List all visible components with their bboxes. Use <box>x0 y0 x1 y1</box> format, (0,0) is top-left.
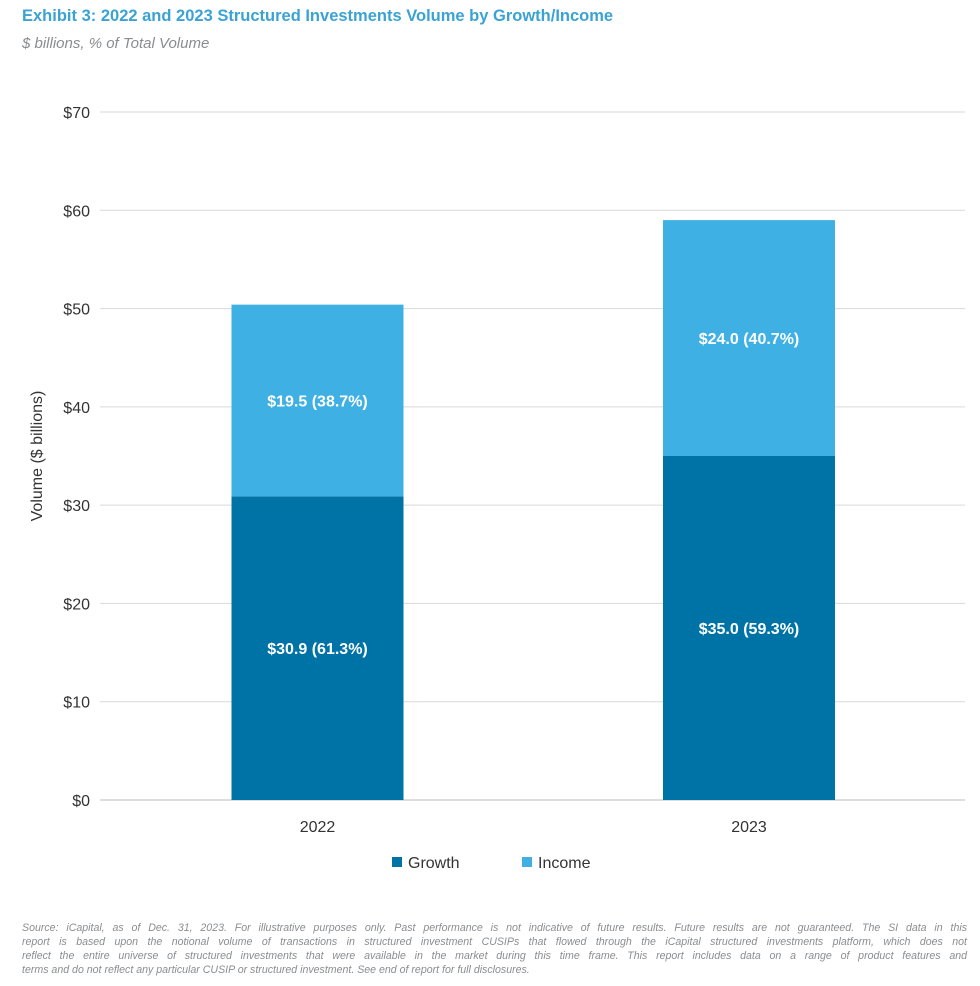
data-label: $19.5 (38.7%) <box>267 393 368 410</box>
bar-income-2022 <box>231 304 404 497</box>
data-label: $24.0 (40.7%) <box>699 331 800 348</box>
y-tick-label: $70 <box>63 105 90 122</box>
legend-swatch-growth <box>392 857 402 867</box>
y-tick-label: $10 <box>63 695 90 712</box>
y-axis-label: Volume ($ billions) <box>29 391 46 522</box>
data-label: $35.0 (59.3%) <box>699 621 800 638</box>
legend-label-growth: Growth <box>408 855 460 872</box>
footnote: Source: iCapital, as of Dec. 31, 2023. F… <box>22 921 967 977</box>
footnote-line: report is based upon the notional volume… <box>22 936 967 948</box>
footnote-line: terms and do not reflect any particular … <box>22 964 530 976</box>
bar-growth-2023 <box>663 456 835 800</box>
y-tick-label: $30 <box>63 498 90 515</box>
chart-plot: $0 $10 $20 $30 $40 $50 $60 $70 Volume ($ billion… <box>29 105 965 872</box>
y-tick-label: $50 <box>63 302 90 319</box>
y-tick-label: $20 <box>63 596 90 613</box>
legend-label-income: Income <box>538 855 591 872</box>
data-label: $30.9 (61.3%) <box>267 641 368 658</box>
chart-subtitle: $ billions, % of Total Volume <box>22 35 210 52</box>
x-tick-label: 2022 <box>300 819 336 836</box>
footnote-line: reflect the entire universe of structure… <box>22 950 967 962</box>
chart-title: Exhibit 3: 2022 and 2023 Structured Inve… <box>22 7 614 25</box>
x-tick-label: 2023 <box>731 819 767 836</box>
y-tick-label: $60 <box>63 203 90 220</box>
bar-income-2023 <box>663 220 835 456</box>
footnote-line: Source: iCapital, as of Dec. 31, 2023. F… <box>22 922 967 934</box>
y-tick-label: $0 <box>72 793 90 810</box>
y-tick-label: $40 <box>63 400 90 417</box>
legend-swatch-income <box>522 857 532 867</box>
bar-growth-2022 <box>231 496 404 800</box>
